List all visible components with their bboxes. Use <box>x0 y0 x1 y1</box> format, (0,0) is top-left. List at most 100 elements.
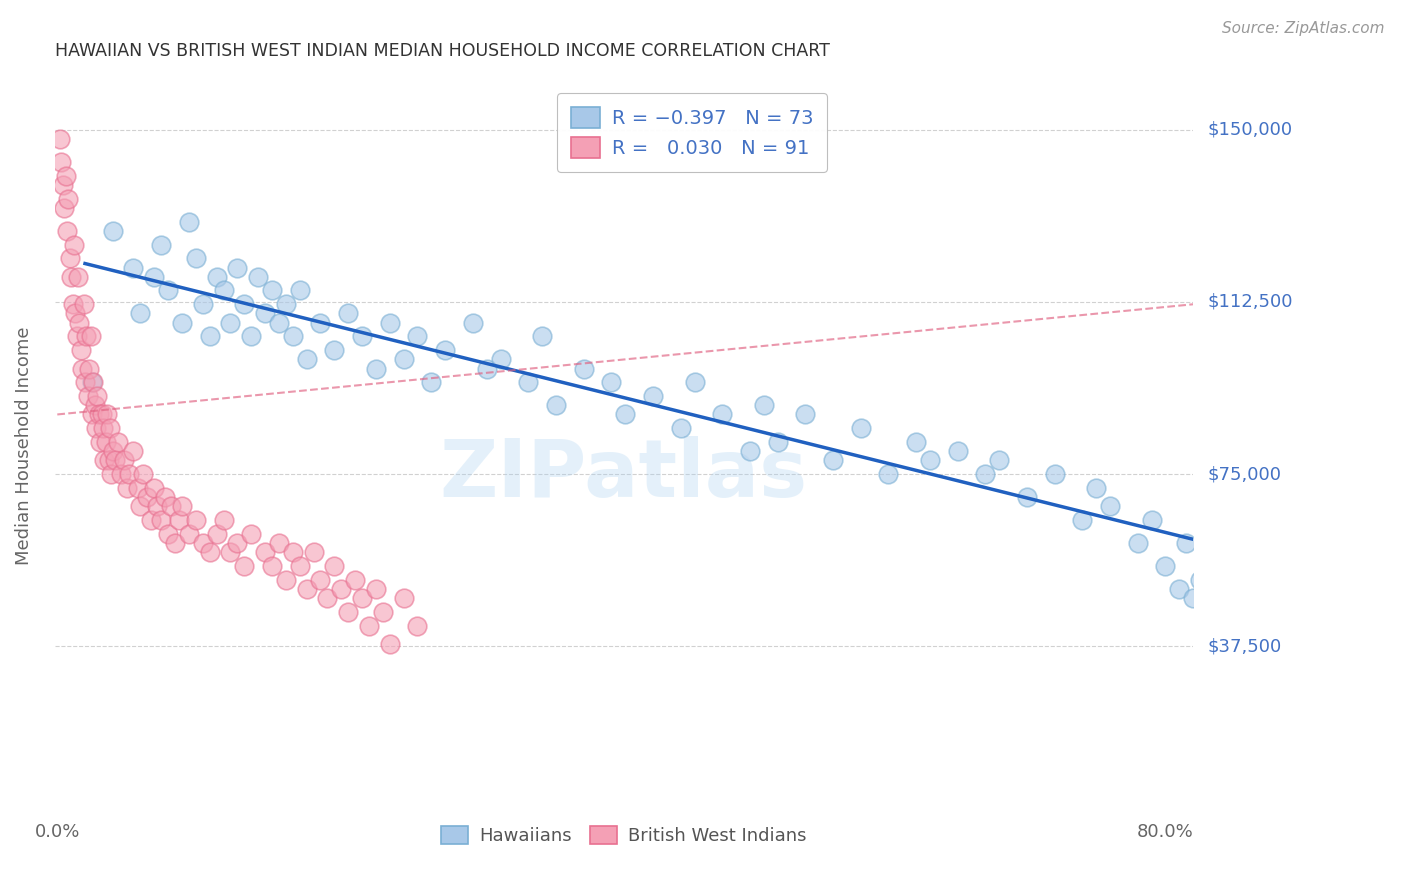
Point <box>136 490 159 504</box>
Point <box>143 269 166 284</box>
Point <box>70 361 93 376</box>
Point <box>59 252 82 266</box>
Point <box>101 224 124 238</box>
Point <box>905 435 928 450</box>
Point <box>97 453 120 467</box>
Point <box>1126 536 1149 550</box>
Point <box>177 214 200 228</box>
Point <box>129 500 152 514</box>
Point <box>254 545 277 559</box>
Point <box>711 408 734 422</box>
Point <box>392 591 415 606</box>
Point <box>461 316 484 330</box>
Point <box>420 376 443 390</box>
Point <box>79 329 101 343</box>
Point <box>531 329 554 343</box>
Point <box>946 444 969 458</box>
Point <box>544 398 567 412</box>
Point <box>184 252 207 266</box>
Point <box>205 269 228 284</box>
Point <box>66 329 89 343</box>
Point <box>226 260 249 275</box>
Point <box>56 224 79 238</box>
Point <box>302 545 325 559</box>
Point <box>72 297 94 311</box>
Point <box>87 408 110 422</box>
Point <box>83 398 105 412</box>
Point <box>316 591 339 606</box>
Point <box>75 329 97 343</box>
Point <box>572 361 595 376</box>
Point <box>378 637 401 651</box>
Point <box>614 408 637 422</box>
Point <box>1099 500 1122 514</box>
Point <box>849 421 872 435</box>
Point <box>122 260 145 275</box>
Text: $75,000: $75,000 <box>1208 465 1281 483</box>
Point <box>107 435 129 450</box>
Text: HAWAIIAN VS BRITISH WEST INDIAN MEDIAN HOUSEHOLD INCOME CORRELATION CHART: HAWAIIAN VS BRITISH WEST INDIAN MEDIAN H… <box>55 42 830 60</box>
Point <box>877 467 900 482</box>
Point <box>118 467 141 482</box>
Point <box>337 605 360 619</box>
Point <box>163 536 186 550</box>
Point <box>352 591 374 606</box>
Point <box>489 352 512 367</box>
Point <box>143 481 166 495</box>
Y-axis label: Median Household Income: Median Household Income <box>15 326 32 565</box>
Point <box>364 361 387 376</box>
Point <box>1043 467 1066 482</box>
Point <box>738 444 761 458</box>
Point <box>1085 481 1108 495</box>
Point <box>309 573 332 587</box>
Point <box>352 329 374 343</box>
Point <box>1175 536 1198 550</box>
Text: ZIPatlas: ZIPatlas <box>440 436 808 515</box>
Point <box>1071 513 1094 527</box>
Point <box>260 558 283 573</box>
Point <box>267 536 290 550</box>
Point <box>392 352 415 367</box>
Point <box>96 408 118 422</box>
Point <box>191 536 214 550</box>
Point <box>669 421 692 435</box>
Point <box>55 169 77 183</box>
Point <box>1168 582 1191 596</box>
Point <box>226 536 249 550</box>
Point <box>100 467 122 482</box>
Point <box>98 421 121 435</box>
Point <box>146 500 169 514</box>
Point <box>58 192 80 206</box>
Point <box>918 453 941 467</box>
Point <box>1182 591 1205 606</box>
Point <box>233 297 256 311</box>
Point <box>821 453 844 467</box>
Point <box>600 376 623 390</box>
Point <box>170 316 193 330</box>
Text: $37,500: $37,500 <box>1208 637 1281 656</box>
Point <box>240 526 263 541</box>
Point <box>112 453 135 467</box>
Point <box>337 306 360 320</box>
Point <box>683 376 706 390</box>
Point <box>240 329 263 343</box>
Point <box>101 444 124 458</box>
Point <box>517 376 540 390</box>
Point <box>84 421 107 435</box>
Point <box>157 526 180 541</box>
Point <box>63 237 86 252</box>
Point <box>641 389 664 403</box>
Point <box>267 316 290 330</box>
Point <box>122 444 145 458</box>
Point <box>93 453 115 467</box>
Point <box>219 545 242 559</box>
Point <box>170 500 193 514</box>
Text: Source: ZipAtlas.com: Source: ZipAtlas.com <box>1222 21 1385 36</box>
Point <box>76 389 98 403</box>
Point <box>288 284 311 298</box>
Point <box>155 490 177 504</box>
Point <box>794 408 817 422</box>
Point <box>94 435 117 450</box>
Point <box>157 284 180 298</box>
Point <box>127 481 149 495</box>
